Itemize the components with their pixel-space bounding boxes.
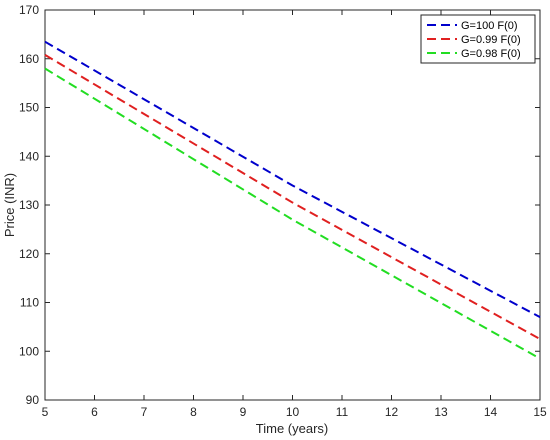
legend-entry: G=100 F(0)	[461, 20, 518, 32]
legend-entry: G=0.99 F(0)	[461, 34, 521, 46]
y-tick-label: 110	[20, 296, 39, 310]
legend-box	[420, 14, 536, 64]
series-line-1	[44, 53, 541, 340]
series-line-2	[44, 67, 541, 360]
x-tick-label: 13	[434, 405, 448, 419]
x-tick-label: 8	[190, 405, 197, 419]
x-axis-label: Time (years)	[256, 421, 328, 436]
y-tick-label: 130	[19, 198, 39, 212]
y-tick-label: 100	[19, 344, 39, 358]
y-tick-label: 170	[19, 3, 39, 17]
y-tick-label: 120	[19, 247, 39, 261]
x-tick-label: 5	[42, 405, 49, 419]
x-tick-label: 14	[484, 405, 498, 419]
y-tick-label: 90	[26, 393, 40, 407]
series-line-0	[44, 40, 541, 319]
x-tick-label: 9	[240, 405, 247, 419]
legend-entry: G=0.98 F(0)	[461, 48, 521, 60]
x-tick-label: 7	[141, 405, 148, 419]
y-tick-label: 150	[19, 101, 39, 115]
axis-ticks: 5 6 7 8 9 10 11 12 13 14 15 90 100 110 120 130 140 150 160…	[19, 3, 547, 419]
x-tick-label: 11	[336, 405, 349, 419]
x-tick-label: 12	[385, 405, 399, 419]
series-lines	[44, 40, 541, 360]
plot-area	[44, 9, 541, 401]
y-tick-label: 160	[19, 52, 39, 66]
y-tick-label: 140	[19, 149, 39, 163]
legend: G=100 F(0) G=0.99 F(0) G=0.98 F(0)	[420, 14, 536, 64]
y-axis-label: Price (INR)	[2, 173, 17, 237]
x-tick-label: 15	[533, 405, 547, 419]
x-tick-label: 6	[91, 405, 98, 419]
x-tick-label: 10	[286, 405, 300, 419]
